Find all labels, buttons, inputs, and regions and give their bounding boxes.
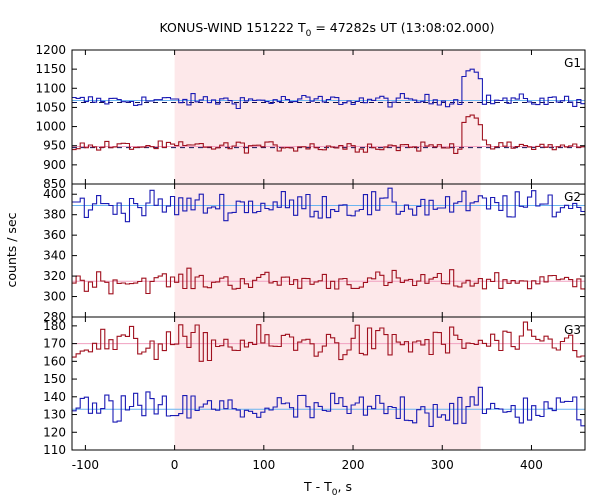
y-tick-label: 380 bbox=[43, 208, 66, 222]
series-step-blue bbox=[72, 68, 585, 110]
y-axis-label: counts / sec bbox=[4, 212, 19, 287]
series-step-blue bbox=[72, 386, 585, 427]
y-tick-label: 110 bbox=[43, 443, 66, 457]
y-tick-label: 300 bbox=[43, 290, 66, 304]
panel-label: G3 bbox=[564, 323, 581, 337]
y-tick-label: 160 bbox=[43, 354, 66, 368]
y-tick-label: 1050 bbox=[35, 100, 66, 114]
highlight-interval bbox=[174, 50, 481, 450]
y-tick-label: 130 bbox=[43, 408, 66, 422]
series-step-red bbox=[72, 321, 585, 362]
y-tick-label: 900 bbox=[43, 158, 66, 172]
x-axis-label: T - T0, s bbox=[303, 479, 352, 498]
y-tick-label: 1000 bbox=[35, 120, 66, 134]
panel-g1: 850 900 950 1000 1050 1100 1150 1200 G1 bbox=[35, 43, 586, 191]
y-tick-label: 120 bbox=[43, 425, 66, 439]
y-tick-label: 1150 bbox=[35, 62, 66, 76]
y-tick-label: 280 bbox=[43, 310, 66, 324]
y-tick-label: 170 bbox=[43, 337, 66, 351]
series-step-blue bbox=[72, 187, 585, 223]
x-tick-label: 300 bbox=[431, 458, 454, 472]
x-tick-label: 400 bbox=[520, 458, 543, 472]
y-tick-label: 150 bbox=[43, 372, 66, 386]
y-tick-label: 950 bbox=[43, 139, 66, 153]
panel-frame bbox=[71, 316, 586, 451]
x-tick-label: 100 bbox=[252, 458, 275, 472]
y-tick-label: 850 bbox=[43, 177, 66, 191]
chart-title: KONUS-WIND 151222 T0 = 47282s UT (13:08:… bbox=[159, 20, 494, 39]
y-tick-label: 180 bbox=[43, 319, 66, 333]
panel-label: G1 bbox=[564, 56, 581, 70]
y-tick-label: 140 bbox=[43, 390, 66, 404]
series-step-red bbox=[72, 267, 585, 295]
series-step-red bbox=[72, 114, 585, 154]
x-tick-label: -100 bbox=[72, 458, 99, 472]
y-tick-label: 1200 bbox=[35, 43, 66, 57]
plot-area: 85090095010001050110011501200G1280300320… bbox=[35, 43, 586, 472]
y-tick-label: 400 bbox=[43, 187, 66, 201]
x-tick-label: 200 bbox=[342, 458, 365, 472]
panel-g3: 110 120 130 140 150 160 170 180 G3 bbox=[43, 316, 586, 457]
y-tick-label: 360 bbox=[43, 228, 66, 242]
y-tick-label: 320 bbox=[43, 269, 66, 283]
y-tick-label: 340 bbox=[43, 249, 66, 263]
panel-label: G2 bbox=[564, 190, 581, 204]
x-tick-label: 0 bbox=[171, 458, 179, 472]
y-tick-label: 1100 bbox=[35, 81, 66, 95]
